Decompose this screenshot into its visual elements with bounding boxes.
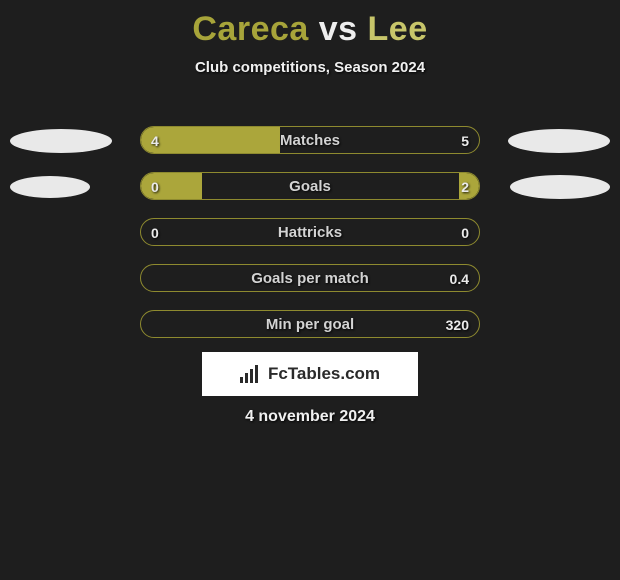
stat-value-right: 5 <box>461 127 469 154</box>
left-ellipse-icon <box>10 129 112 153</box>
stat-row: Goals per match0.4 <box>0 256 620 302</box>
stat-row: Matches4 5 <box>0 118 620 164</box>
right-ellipse-icon <box>510 175 610 199</box>
right-ellipse-icon <box>508 129 610 153</box>
stat-value-right: 0.4 <box>450 265 469 292</box>
stat-bar: Goals per match0.4 <box>140 264 480 292</box>
page-title: Careca vs Lee <box>0 0 620 49</box>
date-label: 4 november 2024 <box>0 408 620 426</box>
source-badge-text: FcTables.com <box>268 364 380 384</box>
stat-value-left: 0 <box>151 219 159 246</box>
stat-label: Matches <box>141 127 479 154</box>
source-badge: FcTables.com <box>202 352 418 396</box>
stat-bar: Hattricks0 0 <box>140 218 480 246</box>
stat-row: Min per goal320 <box>0 302 620 348</box>
stat-label: Goals per match <box>141 265 479 292</box>
stat-value-left: 0 <box>151 173 159 200</box>
stat-value-right: 320 <box>446 311 469 338</box>
stat-value-left: 4 <box>151 127 159 154</box>
stat-value-right: 2 <box>461 173 469 200</box>
player2-name: Lee <box>368 10 428 48</box>
stat-label: Hattricks <box>141 219 479 246</box>
chart-bars-icon <box>240 365 262 383</box>
stat-value-right: 0 <box>461 219 469 246</box>
stat-row: Hattricks0 0 <box>0 210 620 256</box>
stat-bar: Min per goal320 <box>140 310 480 338</box>
title-vs: vs <box>319 10 358 48</box>
comparison-infographic: Careca vs Lee Club competitions, Season … <box>0 0 620 580</box>
stat-bar: Goals0 2 <box>140 172 480 200</box>
left-ellipse-icon <box>10 176 90 198</box>
stat-label: Goals <box>141 173 479 200</box>
stat-label: Min per goal <box>141 311 479 338</box>
stats-chart: Matches45Goals02Hattricks00Goals per mat… <box>0 118 620 348</box>
subtitle: Club competitions, Season 2024 <box>0 59 620 76</box>
stat-bar: Matches4 5 <box>140 126 480 154</box>
stat-row: Goals0 2 <box>0 164 620 210</box>
player1-name: Careca <box>192 10 308 48</box>
